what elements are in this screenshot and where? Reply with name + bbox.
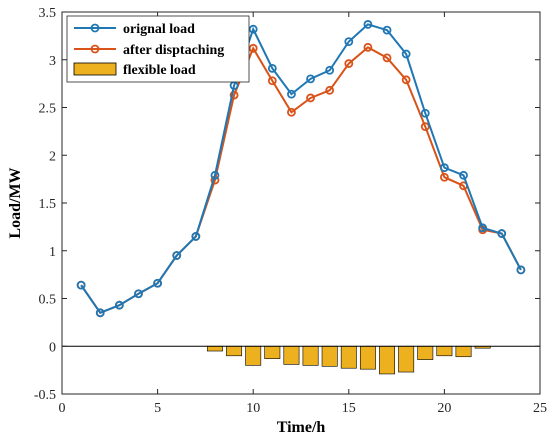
original-load-point bbox=[439, 163, 449, 173]
dispatched-load-point bbox=[344, 59, 354, 68]
original-load-point bbox=[459, 170, 468, 180]
original-load-point bbox=[287, 89, 296, 99]
x-tick-label: 15 bbox=[342, 401, 356, 416]
dispatched-load-point bbox=[287, 107, 296, 117]
flexible-load-bar bbox=[417, 345, 434, 360]
dispatched-load-point bbox=[401, 75, 411, 85]
x-tick-label: 10 bbox=[246, 401, 260, 416]
original-load-point bbox=[382, 25, 392, 35]
flexible-load-bar bbox=[302, 345, 319, 366]
original-load-point bbox=[363, 20, 373, 29]
original-load-point bbox=[191, 232, 201, 241]
legend-marker-dispatched bbox=[90, 44, 100, 54]
flexible-load-bar bbox=[455, 345, 472, 358]
legend-label-flexible: flexible load bbox=[123, 63, 196, 78]
flexible-load-bar bbox=[245, 345, 262, 366]
x-tick-label: 20 bbox=[437, 401, 451, 416]
y-tick-label: 1 bbox=[49, 245, 56, 260]
flexible-load-bar bbox=[321, 345, 338, 367]
flexible-load-bar bbox=[264, 345, 281, 359]
flexible-load-bars bbox=[207, 345, 491, 375]
original-load-point bbox=[134, 289, 143, 299]
original-load-point bbox=[401, 49, 411, 59]
y-axis-title: Load/MW bbox=[7, 167, 24, 238]
x-axis-title: Time/h bbox=[277, 419, 326, 436]
original-load-point bbox=[325, 65, 335, 75]
original-load-point bbox=[76, 280, 86, 290]
y-tick-label: 2 bbox=[49, 149, 56, 164]
original-load-point bbox=[210, 170, 220, 180]
dispatched-load-point bbox=[420, 122, 430, 131]
x-tick-label: 0 bbox=[59, 401, 66, 416]
flexible-load-bar bbox=[340, 345, 357, 369]
dispatched-load-point bbox=[382, 53, 392, 63]
original-load-point bbox=[248, 24, 258, 34]
x-tick-label: 5 bbox=[154, 401, 161, 416]
legend-swatch-flexible bbox=[73, 62, 117, 76]
legend-label-dispatched: after disptaching bbox=[123, 43, 224, 58]
flexible-load-bar bbox=[207, 345, 223, 352]
y-tick-label: 0 bbox=[49, 340, 56, 355]
original-load-point bbox=[478, 223, 488, 233]
dispatched-load-point bbox=[306, 93, 315, 103]
original-load-point bbox=[497, 229, 507, 238]
dispatched-load-point bbox=[248, 43, 258, 53]
original-load-point bbox=[114, 300, 124, 310]
flexible-load-bar bbox=[436, 345, 453, 357]
original-load-point bbox=[420, 108, 430, 118]
original-load-point bbox=[267, 63, 277, 73]
original-load-point bbox=[516, 265, 526, 275]
flexible-load-bar bbox=[379, 345, 395, 375]
flexible-load-bar bbox=[226, 345, 243, 357]
original-load-point bbox=[306, 74, 315, 84]
y-tick-label: -0.5 bbox=[34, 388, 56, 403]
legend-label-original: orignal load bbox=[123, 22, 195, 37]
original-load-point bbox=[344, 37, 354, 47]
dispatched-load-point bbox=[439, 172, 449, 182]
original-load-point bbox=[153, 278, 163, 288]
y-tick-label: 3.5 bbox=[39, 6, 57, 21]
legend: orignal load after disptaching flexible … bbox=[66, 15, 250, 83]
flexible-load-bar bbox=[283, 345, 300, 365]
legend-marker-original bbox=[90, 23, 100, 33]
x-tick-label: 25 bbox=[533, 401, 547, 416]
flexible-load-bar bbox=[359, 345, 376, 370]
dispatched-load-point bbox=[363, 42, 373, 52]
axis-ticks: 0 5 10 15 20 25-0.500.511.522.533.5 bbox=[34, 6, 547, 416]
y-tick-label: 1.5 bbox=[39, 197, 57, 212]
original-load-point bbox=[95, 308, 105, 318]
y-tick-label: 2.5 bbox=[39, 102, 57, 117]
y-tick-label: 0.5 bbox=[39, 293, 57, 308]
y-tick-label: 3 bbox=[49, 54, 56, 69]
dispatched-load-point bbox=[325, 85, 335, 95]
dispatched-load-point bbox=[229, 90, 239, 100]
flexible-load-bar bbox=[398, 345, 415, 373]
original-load-point bbox=[172, 251, 182, 260]
dispatched-load-point bbox=[267, 76, 277, 86]
load-series bbox=[76, 20, 526, 318]
